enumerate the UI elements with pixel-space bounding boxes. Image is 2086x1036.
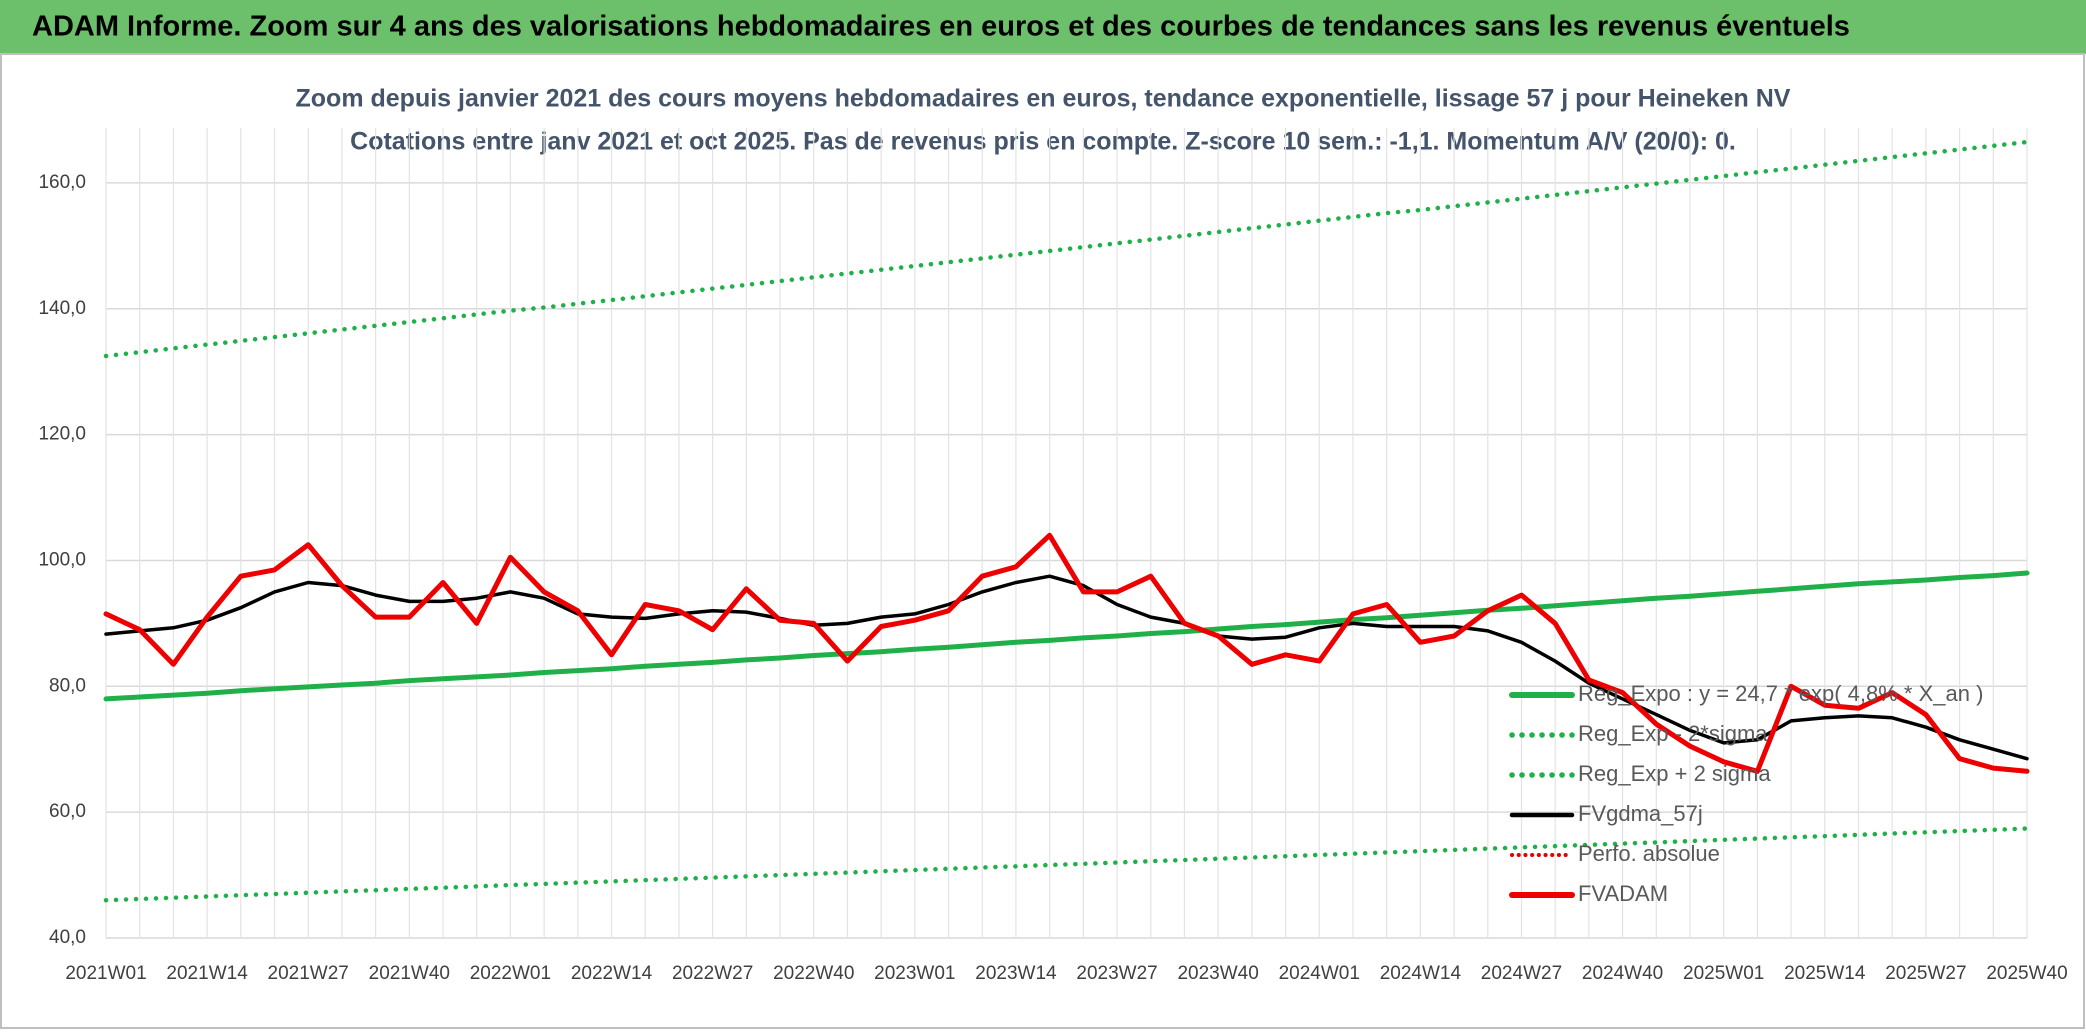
series-line xyxy=(103,570,2030,702)
x-tick-label: 2025W01 xyxy=(1683,963,1764,984)
x-tick-label: 2025W27 xyxy=(1885,963,1966,984)
grid: 40,0 60,0 80,0 100,0 120,0 140,0 160,0 2021W01 2… xyxy=(38,128,2068,984)
legend-label: Reg_Exp + 2 sigma xyxy=(1578,761,1771,786)
x-tick-label: 2025W14 xyxy=(1784,963,1866,984)
x-tick-label: 2021W40 xyxy=(369,963,450,984)
y-tick-label: 160,0 xyxy=(38,172,86,193)
y-tick-label: 40,0 xyxy=(49,927,86,948)
header-title: ADAM Informe. Zoom sur 4 ans des valoris… xyxy=(32,11,1850,43)
y-tick-label: 60,0 xyxy=(49,801,86,822)
x-tick-label: 2021W27 xyxy=(268,963,349,984)
legend-label: FVADAM xyxy=(1578,881,1668,906)
legend-label: Reg_Exp - 2*sigma xyxy=(1578,721,1768,746)
x-tick-label: 2022W40 xyxy=(773,963,854,984)
y-tick-label: 100,0 xyxy=(38,549,86,570)
y-tick-label: 80,0 xyxy=(49,675,86,696)
y-tick-label: 120,0 xyxy=(38,424,86,445)
x-tick-label: 2022W27 xyxy=(672,963,753,984)
plot xyxy=(103,139,2030,903)
series-line xyxy=(103,532,2030,774)
series-line xyxy=(103,826,2030,903)
x-tick-label: 2025W40 xyxy=(1986,963,2067,984)
x-tick-label: 2022W14 xyxy=(571,963,653,984)
header-bar xyxy=(0,0,2086,54)
legend: Reg_Expo : y = 24,7 * exp( 4,8% * X_an )… xyxy=(1509,681,1983,906)
legend-label: Reg_Expo : y = 24,7 * exp( 4,8% * X_an ) xyxy=(1578,681,1983,706)
chart-subtitle: Cotations entre janv 2021 et oct 2025. P… xyxy=(350,128,1736,156)
legend-label: Perfo. absolue xyxy=(1578,841,1720,866)
chart-frame xyxy=(0,53,2085,1029)
x-tick-label: 2023W27 xyxy=(1076,963,1157,984)
x-tick-label: 2021W14 xyxy=(166,963,248,984)
x-tick-label: 2022W01 xyxy=(470,963,551,984)
x-tick-label: 2023W40 xyxy=(1177,963,1258,984)
x-tick-label: 2024W01 xyxy=(1279,963,1360,984)
chart-title: Zoom depuis janvier 2021 des cours moyen… xyxy=(296,85,1791,113)
x-tick-label: 2021W01 xyxy=(65,963,146,984)
y-tick-label: 140,0 xyxy=(38,298,86,319)
legend-label: FVgdma_57j xyxy=(1578,801,1703,826)
x-tick-label: 2024W27 xyxy=(1481,963,1562,984)
x-tick-label: 2023W01 xyxy=(874,963,955,984)
x-tick-label: 2024W14 xyxy=(1380,963,1462,984)
series-line xyxy=(103,139,2030,359)
x-tick-label: 2023W14 xyxy=(975,963,1057,984)
x-tick-label: 2024W40 xyxy=(1582,963,1663,984)
